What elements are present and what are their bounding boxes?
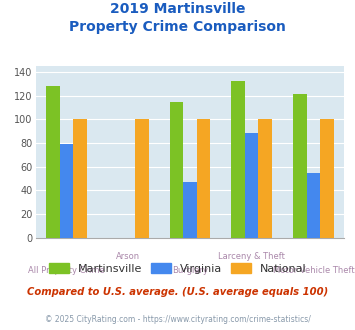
Text: All Property Crime: All Property Crime <box>28 266 105 275</box>
Bar <box>60 144 73 238</box>
Text: © 2025 CityRating.com - https://www.cityrating.com/crime-statistics/: © 2025 CityRating.com - https://www.city… <box>45 315 310 324</box>
Text: Property Crime Comparison: Property Crime Comparison <box>69 20 286 34</box>
Bar <box>73 119 87 238</box>
Bar <box>231 82 245 238</box>
Bar <box>183 182 197 238</box>
Text: Compared to U.S. average. (U.S. average equals 100): Compared to U.S. average. (U.S. average … <box>27 287 328 297</box>
Text: Motor Vehicle Theft: Motor Vehicle Theft <box>273 266 354 275</box>
Bar <box>320 119 334 238</box>
Bar <box>307 173 320 238</box>
Bar <box>170 102 183 238</box>
Bar <box>245 133 258 238</box>
Legend: Martinsville, Virginia, National: Martinsville, Virginia, National <box>49 263 306 274</box>
Bar <box>197 119 210 238</box>
Text: Arson: Arson <box>116 252 140 261</box>
Text: Larceny & Theft: Larceny & Theft <box>218 252 285 261</box>
Text: 2019 Martinsville: 2019 Martinsville <box>110 2 245 16</box>
Bar <box>293 94 307 238</box>
Bar <box>135 119 148 238</box>
Bar <box>46 86 60 238</box>
Text: Burglary: Burglary <box>172 266 208 275</box>
Bar <box>258 119 272 238</box>
